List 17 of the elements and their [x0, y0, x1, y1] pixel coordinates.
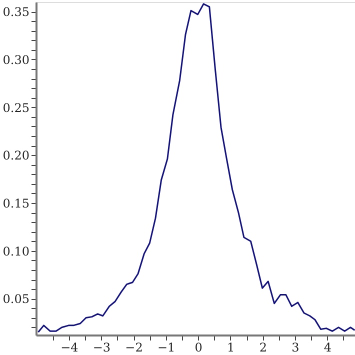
y-tick-label: 0.15 — [2, 196, 30, 210]
x-tick-label: 3 — [292, 340, 300, 354]
x-tick-label: 2 — [259, 340, 267, 354]
x-tick-label: 4 — [324, 340, 332, 354]
y-tick-label: 0.10 — [2, 244, 30, 258]
y-tick-label: 0.20 — [2, 148, 30, 163]
x-tick-label: 0 — [194, 340, 202, 354]
y-tick-label: 0.30 — [2, 52, 30, 67]
y-tick-label: 0.35 — [2, 5, 30, 20]
x-tick-label: −4 — [60, 340, 79, 354]
x-tick-label: −2 — [125, 340, 143, 354]
x-tick-label: 1 — [227, 340, 235, 354]
line-series — [38, 3, 355, 333]
x-tick-label: −3 — [92, 340, 111, 354]
y-tick-label: 0.25 — [2, 100, 30, 115]
x-tick-label: −1 — [157, 340, 176, 354]
y-tick-label: 0.05 — [2, 292, 30, 306]
